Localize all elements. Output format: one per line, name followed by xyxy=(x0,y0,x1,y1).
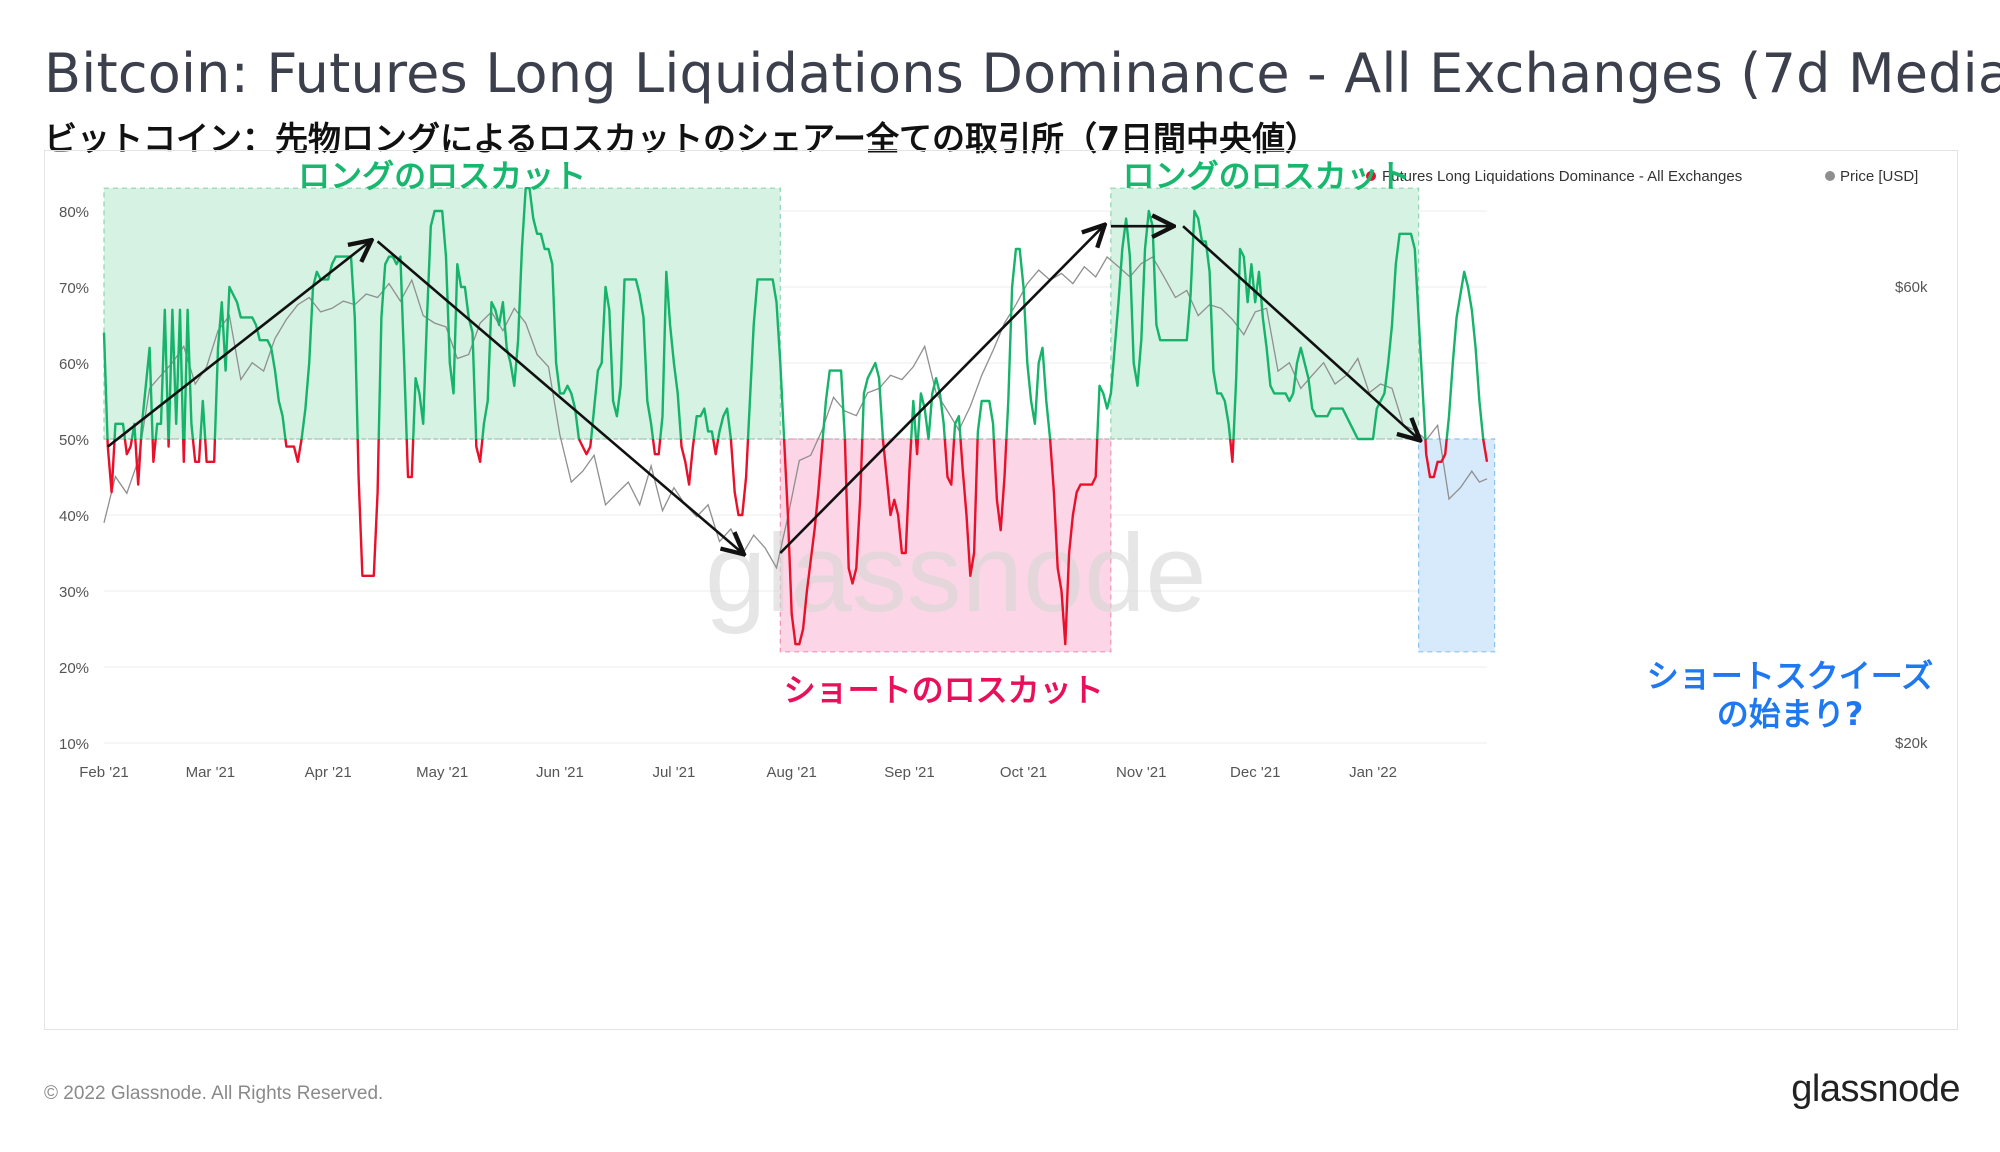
x-tick-label: Aug '21 xyxy=(766,764,816,781)
dominance-line-above-50 xyxy=(717,407,733,440)
dominance-line-below-50 xyxy=(134,438,143,486)
dominance-line-below-50 xyxy=(843,438,864,585)
dominance-line-above-50 xyxy=(746,278,786,440)
dominance-line-below-50 xyxy=(992,438,1008,532)
short-squeeze-label-line2: の始まり? xyxy=(1717,695,1864,733)
dominance-line-above-50 xyxy=(183,308,195,440)
dominance-line-below-50 xyxy=(204,438,217,463)
x-tick-label: Jul '21 xyxy=(652,764,695,781)
dominance-line-below-50 xyxy=(356,438,380,577)
y-tick-label: 20% xyxy=(59,660,89,677)
dominance-line-below-50 xyxy=(1482,438,1489,462)
x-tick-label: Dec '21 xyxy=(1230,764,1280,781)
y-tick-label: 50% xyxy=(59,432,89,449)
dominance-line-above-50 xyxy=(377,255,408,440)
legend-dot-price xyxy=(1825,171,1835,181)
x-tick-label: Jan '22 xyxy=(1349,764,1397,781)
dominance-line-above-50 xyxy=(659,270,683,440)
dominance-line-above-50 xyxy=(916,376,946,441)
y-right-tick-label: $60k xyxy=(1895,279,1928,296)
dominance-line-below-50 xyxy=(943,438,956,486)
dominance-line-below-50 xyxy=(729,438,750,517)
dominance-line-above-50 xyxy=(910,399,918,440)
watermark: glassnode xyxy=(705,512,1207,635)
dominance-line-below-50 xyxy=(577,438,593,456)
dominance-line-below-50 xyxy=(284,438,303,463)
dominance-line-above-50 xyxy=(692,407,715,440)
y-right-tick-label: $20k xyxy=(1895,735,1928,752)
short-squeeze-zone xyxy=(1418,438,1496,653)
y-tick-label: 80% xyxy=(59,204,89,221)
short-liquidation-label: ショートのロスカット xyxy=(784,671,1104,709)
dominance-line-below-50 xyxy=(959,438,979,577)
dominance-line-below-50 xyxy=(679,438,696,486)
y-tick-label: 70% xyxy=(59,280,89,297)
legend-dot-dominance xyxy=(1366,171,1376,181)
dominance-line-below-50 xyxy=(151,438,157,463)
legend-label-dominance: Futures Long Liquidations Dominance - Al… xyxy=(1382,168,1742,185)
chart-title: Bitcoin: Futures Long Liquidations Domin… xyxy=(44,42,2000,105)
dominance-line-above-50 xyxy=(139,346,154,440)
dominance-line-above-50 xyxy=(1445,270,1485,440)
dominance-line-above-50 xyxy=(199,399,207,440)
y-tick-label: 40% xyxy=(59,508,89,525)
legend-label-price: Price [USD] xyxy=(1840,168,1918,185)
dominance-line-above-50 xyxy=(589,278,655,440)
x-tick-label: Nov '21 xyxy=(1116,764,1166,781)
copyright-text: © 2022 Glassnode. All Rights Reserved. xyxy=(44,1083,384,1104)
dominance-line-above-50 xyxy=(412,209,478,440)
long-liquidation-label: ロングのロスカット xyxy=(298,157,586,195)
x-tick-label: Oct '21 xyxy=(1000,764,1047,781)
dominance-line-above-50 xyxy=(861,361,885,440)
x-tick-label: Jun '21 xyxy=(536,764,584,781)
trend-arrow xyxy=(376,240,743,553)
y-tick-label: 30% xyxy=(59,584,89,601)
dominance-line-below-50 xyxy=(712,438,720,456)
x-tick-label: Apr '21 xyxy=(305,764,352,781)
dominance-line-below-50 xyxy=(474,438,484,463)
dominance-line-below-50 xyxy=(123,438,134,456)
dominance-line-above-50 xyxy=(167,308,185,440)
trend-arrow xyxy=(779,226,1103,554)
dominance-line-above-50 xyxy=(1096,209,1232,440)
dominance-line-above-50 xyxy=(952,415,962,440)
dominance-line-below-50 xyxy=(881,438,913,555)
trend-arrow xyxy=(106,241,370,448)
dominance-line-below-50 xyxy=(1229,438,1235,463)
x-tick-label: Feb '21 xyxy=(79,764,129,781)
dominance-line-above-50 xyxy=(102,332,109,440)
dominance-line-below-50 xyxy=(914,438,920,456)
dominance-line-above-50 xyxy=(976,399,995,440)
dominance-line-above-50 xyxy=(1005,247,1052,440)
y-tick-label: 60% xyxy=(59,356,89,373)
chart-subtitle-japanese: ビットコイン：先物ロングによるロスカットのシェアー全ての取引所（7日間中央値） xyxy=(44,119,1318,158)
x-tick-label: Mar '21 xyxy=(186,764,236,781)
dominance-line-below-50 xyxy=(1424,438,1448,479)
dominance-line-below-50 xyxy=(1048,438,1099,646)
dominance-line-above-50 xyxy=(130,422,137,440)
y-tick-label: 10% xyxy=(59,736,89,753)
dominance-line-below-50 xyxy=(182,438,186,463)
x-tick-label: Sep '21 xyxy=(884,764,934,781)
dominance-line-above-50 xyxy=(481,187,581,440)
dominance-line-above-50 xyxy=(113,422,127,440)
dominance-line-above-50 xyxy=(213,285,287,440)
long-liquidation-label: ロングのロスカット xyxy=(1123,157,1411,195)
chart-frame: glassnode 10% 20% 30% 40% 50% 60% 70% 80% Feb '2… xyxy=(44,150,1958,1030)
short-squeeze-label-line1: ショートスクイーズ xyxy=(1647,657,1933,695)
x-tick-label: May '21 xyxy=(416,764,468,781)
trend-arrow xyxy=(1182,225,1419,439)
chart-svg: glassnode 10% 20% 30% 40% 50% 60% 70% 80% Feb '2… xyxy=(59,157,1933,781)
dominance-line-above-50 xyxy=(1232,232,1427,441)
glassnode-logo: glassnode xyxy=(1791,1068,1960,1110)
dominance-line-below-50 xyxy=(782,438,824,646)
dominance-line-above-50 xyxy=(154,308,170,440)
dominance-line-below-50 xyxy=(106,438,116,494)
dominance-line-above-50 xyxy=(821,369,847,440)
dominance-line-below-50 xyxy=(405,438,415,479)
dominance-line-below-50 xyxy=(651,438,662,456)
dominance-line-below-50 xyxy=(191,438,202,463)
